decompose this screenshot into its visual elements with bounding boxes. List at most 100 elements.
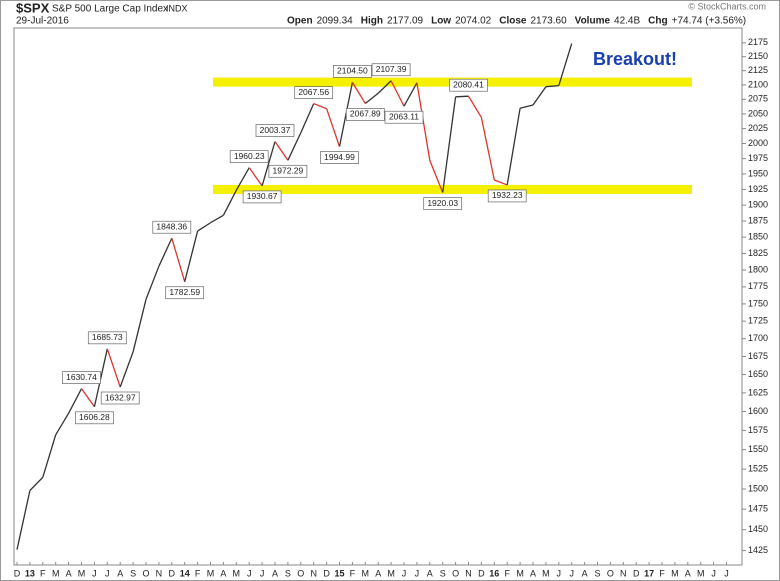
line-segment [197,222,211,232]
y-tick-label: 2100 [748,79,768,89]
line-segment [68,388,83,414]
highlight-band [213,184,692,194]
y-tick-label: 2050 [748,108,768,118]
line-segment [171,238,186,282]
x-tick-label: M [233,568,241,578]
data-label: 1920.03 [427,198,458,208]
y-tick-label: 1775 [748,281,768,291]
y-tick-label: 1650 [748,369,768,379]
y-tick-label: 1875 [748,215,768,225]
y-tick-label: 1975 [748,153,768,163]
line-segment [184,230,199,282]
x-tick-label: O [297,568,304,578]
x-tick-label: J [247,568,252,578]
data-label-box [333,65,372,78]
x-tick-label: J [92,568,97,578]
y-tick-label: 1925 [748,184,768,194]
date: 29-Jul-2016 [16,16,69,27]
data-label-box [371,63,411,77]
line-segment [93,348,108,407]
x-tick-label: 13 [25,568,35,578]
stat-value: 2177.09 [387,16,424,27]
x-tick-label: F [504,568,510,578]
x-tick-label: A [530,568,536,578]
data-label: 2003.37 [260,125,291,135]
stat-label: Chg [648,16,667,27]
x-tick-label: M [697,568,705,578]
stat-value: 2173.60 [530,16,567,27]
data-label: 1960.23 [234,151,265,161]
stat-label: Close [499,16,527,27]
data-label-box [320,151,359,164]
x-tick-label: A [427,568,433,578]
x-tick-label: M [671,568,679,578]
stat-value: +74.74 (+3.56%) [672,16,747,27]
line-segment [210,214,224,224]
y-tick-label: 1475 [748,504,768,514]
line-segment [442,96,457,193]
line-segment [42,434,57,478]
stat-value: 2099.34 [317,16,354,27]
data-label: 2104.50 [337,66,368,76]
data-label: 2067.89 [350,109,381,119]
x-tick-label: A [685,568,691,578]
x-tick-label: N [620,568,627,578]
y-tick-label: 1825 [748,248,768,258]
x-tick-label: J [105,568,110,578]
x-tick-label: N [465,568,472,578]
line-segment [222,190,237,216]
x-tick-label: F [195,568,201,578]
data-label-box [229,150,269,164]
y-tick-label: 1525 [748,464,768,474]
x-tick-label: M [387,568,395,578]
x-tick-label: O [142,568,149,578]
line-segment [403,82,418,107]
y-tick-label: 2000 [748,138,768,148]
line-segment [158,237,173,267]
line-segment [261,141,276,187]
y-tick-label: 2025 [748,123,768,133]
annotation: Breakout! [593,49,677,69]
y-tick-label: 1675 [748,351,768,361]
y-tick-label: 1900 [748,200,768,210]
data-label: 1930.67 [247,191,278,201]
x-tick-label: J [569,568,574,578]
data-label: 2067.56 [298,87,329,97]
line-segment [106,348,121,388]
y-tick-label: 1450 [748,524,768,534]
data-label-box [294,86,334,99]
data-label-box [423,197,463,210]
x-tick-label: 15 [334,568,344,578]
stat-label: High [361,16,383,27]
data-label-box [384,110,424,124]
line-segment [558,43,573,86]
x-tick-label: J [711,568,716,578]
line-segment [494,179,508,186]
x-tick-label: F [659,568,665,578]
x-tick-label: M [52,568,60,578]
x-tick-label: F [40,568,46,578]
x-tick-label: D [14,568,21,578]
index-name: S&P 500 Large Cap Index [52,4,168,15]
x-tick-label: D [169,568,176,578]
stats: Open 2099.34 High 2177.09 Low 2074.02 Close 217… [287,16,746,27]
x-tick-label: A [117,568,123,578]
x-tick-label: O [607,568,614,578]
x-tick-label: 14 [180,568,190,578]
x-tick-label: S [594,568,600,578]
line-segment [274,141,289,161]
y-tick-label: 2150 [748,51,768,61]
x-tick-label: N [156,568,163,578]
line-segment [119,351,134,388]
data-label: 1685.73 [92,332,123,342]
line-segment [455,95,469,98]
x-tick-label: J [557,568,562,578]
x-tick-label: J [402,568,407,578]
y-tick-label: 2125 [748,65,768,75]
line-segment [429,160,444,193]
data-label-box [100,391,140,405]
line-segment [300,103,315,134]
x-tick-label: M [542,568,550,578]
line-segment [519,104,534,109]
